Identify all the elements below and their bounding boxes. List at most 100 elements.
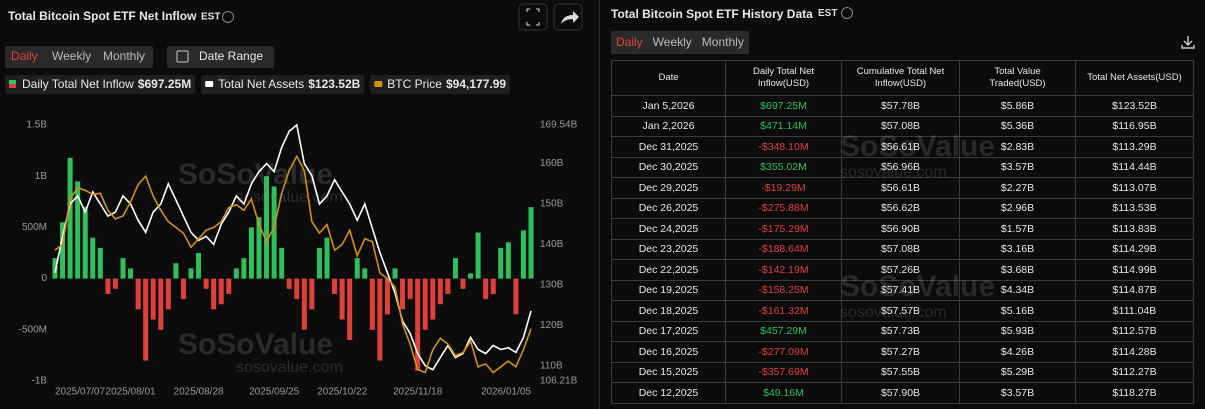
bar (407, 278, 413, 300)
bar (196, 253, 202, 279)
table-cell: -$158.25M (725, 279, 842, 301)
table-cell: $4.26B (959, 341, 1076, 363)
table-cell: $113.07B (1075, 177, 1194, 199)
bar (218, 278, 224, 305)
table-cell: -$277.09M (725, 341, 842, 363)
download-button[interactable] (1180, 34, 1196, 50)
share-button[interactable] (553, 3, 583, 31)
bar (286, 278, 292, 289)
legend-swatch (374, 81, 383, 87)
table-cell: -$275.88M (725, 197, 842, 219)
info-icon[interactable] (841, 7, 853, 19)
bar (180, 278, 186, 300)
table-cell: Dec 15,2025 (611, 361, 726, 383)
calendar-icon (176, 50, 189, 63)
legend-bg (370, 75, 511, 94)
legend-label: BTC Price (387, 77, 442, 91)
table-cell: $3.16B (959, 238, 1076, 260)
table-cell: $56.61B (841, 136, 960, 158)
bar (309, 278, 315, 310)
chart-title: Total Bitcoin Spot ETF Net Inflow (8, 9, 197, 23)
share-icon (561, 11, 579, 24)
bar (211, 278, 217, 310)
table-cell: $57.57B (841, 300, 960, 322)
bar (445, 278, 451, 294)
table-cell: $5.93B (959, 320, 1076, 342)
column-header: Date (611, 60, 726, 96)
history-panel: Total Bitcoin Spot ETF History Data EST … (600, 0, 1205, 409)
table-cell: $355.02M (725, 156, 842, 178)
table-row: Dec 22,2025 -$142.19M $57.26B $3.68B $114.99… (611, 259, 1194, 281)
fullscreen-button[interactable] (518, 3, 548, 31)
table-cell: $57.08B (841, 238, 960, 260)
bar (354, 258, 360, 279)
y2-tick-label: 150B (540, 199, 564, 210)
tab-monthly[interactable]: Monthly (103, 49, 145, 63)
tab-monthly[interactable]: Monthly (701, 35, 744, 49)
line (54, 154, 532, 374)
table-cell: $112.27B (1075, 361, 1194, 383)
bar (483, 278, 489, 300)
table-cell: $57.55B (841, 361, 960, 383)
table-cell: $3.57B (959, 382, 1076, 404)
bar (271, 186, 277, 279)
table-cell: Dec 30,2025 (611, 156, 726, 178)
table-cell: Dec 24,2025 (611, 218, 726, 240)
bar (384, 278, 390, 315)
y-tick-label: -500M (19, 324, 47, 335)
bar (369, 278, 375, 330)
table-cell: Dec 26,2025 (611, 197, 726, 219)
table-title: Total Bitcoin Spot ETF History Data (611, 7, 813, 21)
bar (97, 247, 103, 279)
watermark-brand: SoSoValue (178, 158, 333, 191)
table-row: Dec 17,2025 $457.29M $57.73B $5.93B $112.57B (611, 320, 1194, 342)
y2-tick-label: 120B (540, 320, 564, 331)
tab-weekly[interactable]: Weekly (52, 49, 91, 63)
y2-tick-label: 140B (540, 239, 564, 250)
y-tick-label: -1B (31, 376, 47, 387)
bar (90, 237, 96, 279)
date-range-button[interactable] (167, 46, 274, 68)
table-cell: $114.28B (1075, 341, 1194, 363)
legend-swatch (9, 80, 16, 84)
bar (248, 227, 254, 279)
table-cell: Dec 22,2025 (611, 259, 726, 281)
table-cell: $471.14M (725, 115, 842, 137)
bar (128, 268, 134, 279)
divider (599, 0, 600, 409)
legend-bg (5, 75, 196, 94)
bar (437, 278, 443, 305)
tab-daily[interactable]: Daily (616, 35, 643, 49)
bar (256, 217, 262, 279)
tab-daily[interactable]: Daily (11, 49, 38, 63)
table-cell: $5.16B (959, 300, 1076, 322)
bar (82, 206, 88, 279)
bar (241, 258, 247, 279)
table-cell: $57.73B (841, 320, 960, 342)
timezone: EST (201, 12, 220, 23)
bar (422, 278, 428, 330)
bar (203, 278, 209, 289)
inflow-chart-panel: Total Bitcoin Spot ETF Net Inflow EST Da… (5, 3, 583, 398)
bar (332, 278, 338, 294)
x-tick-label: 2025/07/07 (55, 387, 105, 398)
x-tick-label: 2025/09/25 (249, 387, 299, 398)
bar (347, 278, 353, 341)
table-cell: $56.61B (841, 177, 960, 199)
table-row: Jan 2,2026 $471.14M $57.08B $5.36B $116.95B (611, 115, 1194, 137)
table-cell: $57.41B (841, 279, 960, 301)
y-tick-label: 1B (35, 171, 48, 182)
table-row: Dec 31,2025 -$348.10M $56.61B $2.83B $113.29… (611, 136, 1194, 158)
table-cell: $112.57B (1075, 320, 1194, 342)
bar (339, 278, 345, 320)
table-cell: Dec 31,2025 (611, 136, 726, 158)
tab-weekly[interactable]: Weekly (652, 35, 692, 49)
y-tick-label: 0 (41, 273, 47, 284)
bar (316, 247, 322, 279)
tab-group: Daily Weekly Monthly (611, 31, 749, 54)
bar (173, 263, 179, 279)
table-row: Dec 16,2025 -$277.09M $57.27B $4.26B $114.28… (611, 341, 1194, 363)
info-icon[interactable] (222, 11, 234, 23)
table-cell: $3.57B (959, 156, 1076, 178)
x-tick-label: 2026/01/05 (481, 387, 531, 398)
